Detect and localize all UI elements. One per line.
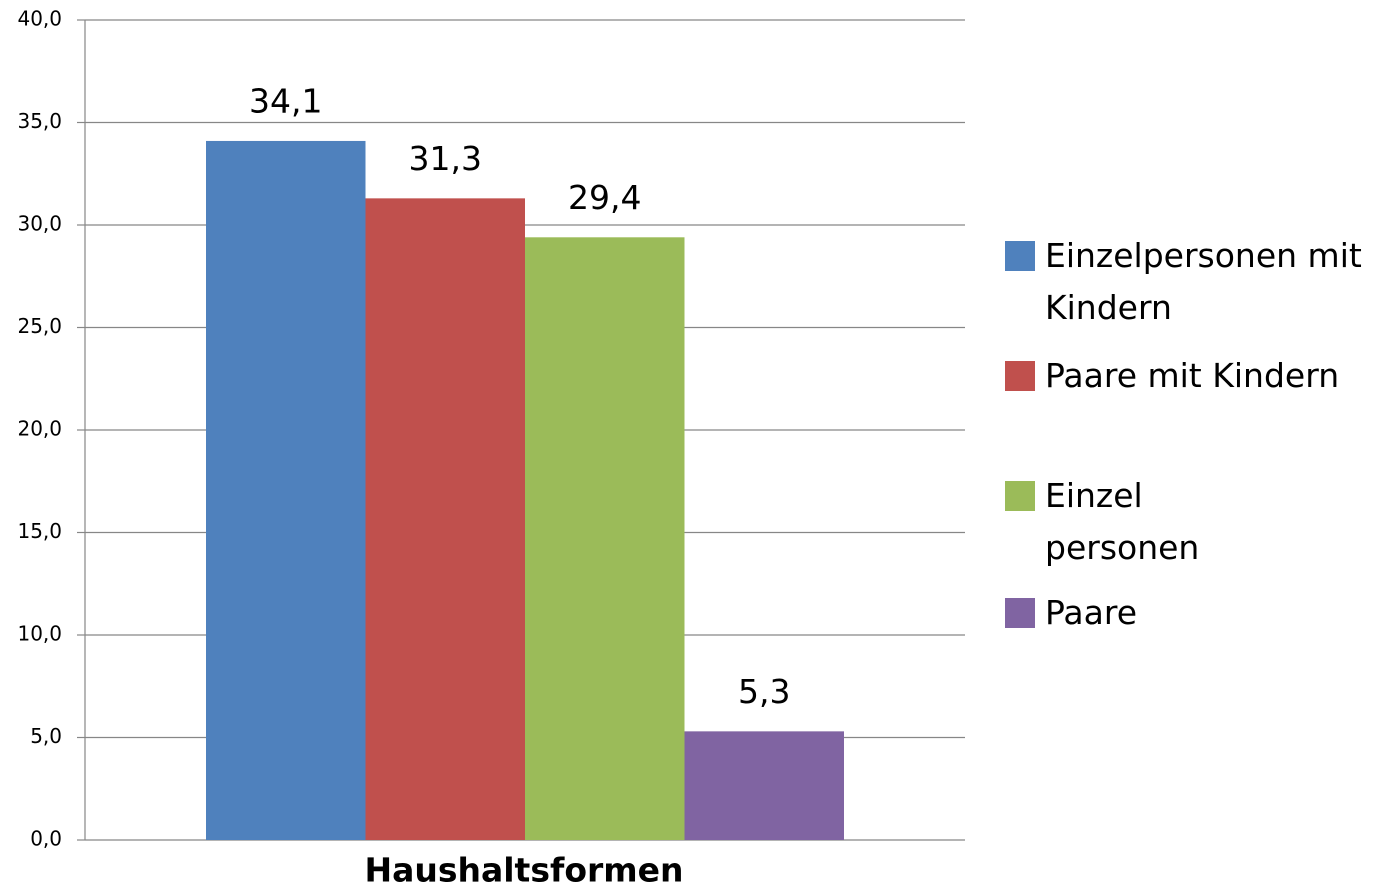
y-tick-label: 20,0 bbox=[17, 417, 62, 441]
legend-label: Einzel personen bbox=[1045, 476, 1200, 567]
y-tick-label: 0,0 bbox=[30, 827, 62, 851]
y-tick-label: 15,0 bbox=[17, 519, 62, 543]
y-tick-label: 25,0 bbox=[17, 314, 62, 338]
legend-swatch bbox=[1005, 481, 1035, 511]
value-label: 5,3 bbox=[738, 672, 790, 711]
legend-item: Einzelpersonen mit Kindern bbox=[1005, 230, 1375, 334]
legend-label: Paare bbox=[1045, 593, 1138, 632]
value-label: 31,3 bbox=[409, 139, 482, 178]
legend-swatch bbox=[1005, 241, 1035, 271]
legend-swatch bbox=[1005, 598, 1035, 628]
value-label: 34,1 bbox=[249, 81, 322, 120]
y-tick-label: 35,0 bbox=[17, 109, 62, 133]
value-label: 29,4 bbox=[568, 178, 641, 217]
y-tick-label: 5,0 bbox=[30, 724, 62, 748]
bar bbox=[525, 237, 685, 841]
legend-label: Paare mit Kindern bbox=[1045, 356, 1340, 395]
y-tick-label: 10,0 bbox=[17, 622, 62, 646]
legend-item: Paare mit Kindern bbox=[1005, 350, 1375, 402]
y-tick-label: 30,0 bbox=[17, 212, 62, 236]
legend-item: Einzel personen bbox=[1005, 470, 1375, 574]
bar bbox=[684, 731, 844, 840]
legend-swatch bbox=[1005, 361, 1035, 391]
legend-label: Einzelpersonen mit Kindern bbox=[1045, 236, 1362, 327]
y-tick-label: 40,0 bbox=[17, 7, 62, 31]
x-axis-label: Haushaltsformen bbox=[364, 851, 683, 888]
bar bbox=[206, 140, 366, 840]
legend-item: Paare bbox=[1005, 587, 1375, 639]
bar bbox=[365, 198, 525, 841]
